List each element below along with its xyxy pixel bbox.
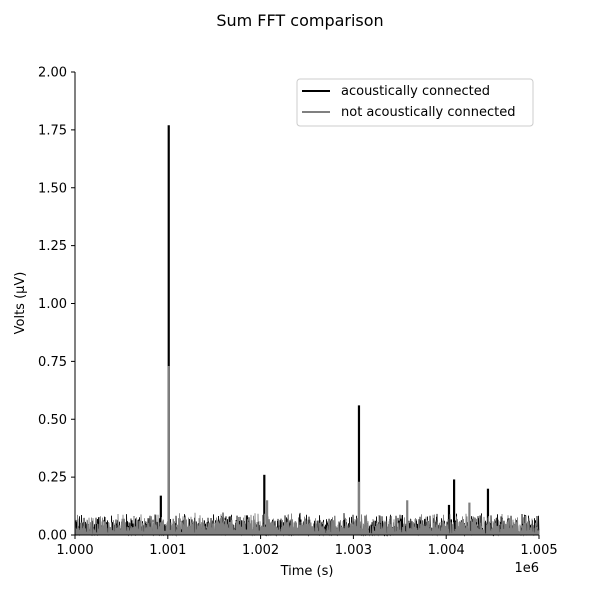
y-tick-label: 1.50	[38, 181, 67, 196]
x-tick-label: 1.000	[56, 543, 93, 558]
x-tick-label: 1.004	[428, 543, 465, 558]
series-noise-not-acoustically-connected	[74, 512, 540, 537]
legend-label-not-acoustically-connected: not acoustically connected	[341, 105, 515, 120]
legend-frame	[296, 78, 534, 127]
axes: 0.00 0.25 0.50 0.75 1.00 1.25 1.50 1.75 2.00 1.00…	[38, 66, 558, 559]
series-acoustically-connected	[74, 125, 540, 537]
y-tick-label: 2.00	[38, 66, 67, 81]
x-axis-label: Time (s)	[280, 564, 334, 579]
x-axis-offset-label: 1e6	[514, 561, 539, 576]
legend: acoustically connected not acoustically …	[296, 78, 534, 127]
plot-area	[74, 125, 540, 537]
y-tick-label: 0.00	[38, 529, 67, 544]
x-tick-label: 1.002	[242, 543, 279, 558]
y-tick-label: 1.25	[38, 239, 67, 254]
x-tick-label: 1.003	[335, 543, 372, 558]
x-tick-label: 1.001	[149, 543, 186, 558]
x-tick-label: 1.005	[520, 543, 557, 558]
y-tick-label: 0.75	[38, 355, 67, 370]
chart-title: Sum FFT comparison	[216, 11, 383, 30]
y-tick-label: 0.50	[38, 413, 67, 428]
y-tick-label: 1.00	[38, 297, 67, 312]
series-not-acoustically-connected	[74, 366, 540, 537]
legend-label-acoustically-connected: acoustically connected	[341, 84, 490, 99]
y-tick-label: 0.25	[38, 471, 67, 486]
y-tick-label: 1.75	[38, 123, 67, 138]
y-axis-label: Volts (μV)	[13, 272, 28, 335]
